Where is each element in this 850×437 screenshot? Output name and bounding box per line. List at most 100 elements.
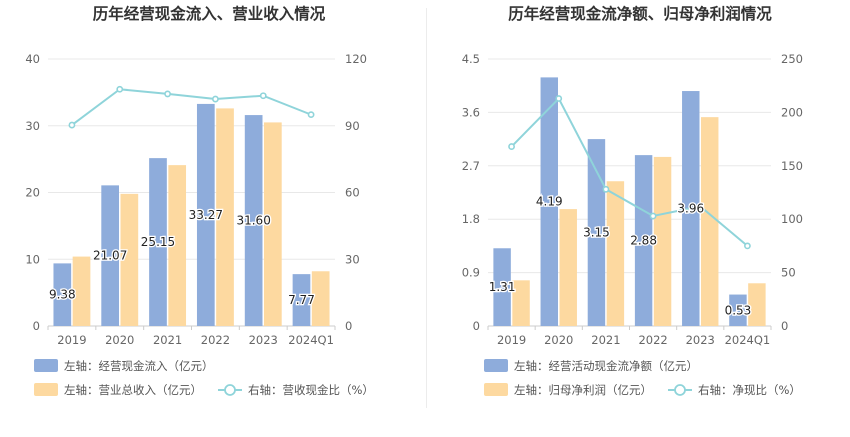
bar-secondary: [120, 193, 139, 326]
legend-swatch-primary: [484, 359, 508, 372]
right-axis-tick-label: 0: [345, 319, 352, 333]
right-axis-tick-label: 250: [781, 52, 803, 66]
x-axis-tick-label: 2022: [638, 333, 667, 347]
x-axis-tick-label: 2020: [544, 333, 573, 347]
bar-data-label: 3.15: [583, 226, 610, 240]
left-axis-tick-label: 2.7: [462, 159, 480, 173]
bar-data-label: 33.27: [189, 208, 223, 222]
right-axis-tick-label: 100: [781, 212, 803, 226]
legend-label: 右轴：营收现金比（%）: [248, 383, 374, 397]
legend-label: 左轴：归母净利润（亿元）: [514, 383, 652, 397]
bar-primary: [101, 185, 119, 326]
bar-primary: [729, 294, 747, 326]
bar-data-label: 3.96: [677, 202, 704, 216]
ratio-point: [508, 143, 515, 150]
ratio-point: [116, 85, 124, 93]
left-axis-tick-label: 30: [25, 119, 40, 133]
bar-primary: [53, 263, 72, 326]
x-axis-tick-label: 2024Q1: [288, 333, 334, 347]
chart-title: 历年经营现金流入、营业收入情况: [93, 4, 326, 23]
bar-data-label: 2.88: [630, 234, 657, 248]
right-axis-tick-label: 150: [781, 159, 803, 173]
ratio-point: [307, 111, 315, 119]
bar-secondary: [701, 117, 719, 326]
legend-swatch-secondary: [484, 383, 508, 396]
x-axis-tick-label: 2021: [591, 333, 620, 347]
bar-primary: [587, 139, 606, 326]
bar-secondary: [512, 280, 530, 326]
ratio-point: [555, 95, 563, 102]
chart-1: [34, 58, 336, 396]
ratio-line: [71, 88, 312, 126]
bar-primary: [149, 158, 167, 326]
left-axis-tick-label: 40: [25, 52, 40, 66]
left-axis-tick-label: 3.6: [462, 105, 480, 119]
right-axis-tick-label: 90: [345, 119, 360, 133]
right-axis-tick-label: 120: [345, 52, 367, 66]
bar-data-label: 25.15: [141, 235, 175, 249]
left-axis-tick-label: 1.8: [462, 212, 480, 226]
left-axis-tick-label: 0: [473, 319, 480, 333]
bar-data-label: 0.53: [725, 303, 752, 317]
x-axis-tick-label: 2023: [249, 333, 278, 347]
left-axis-tick-label: 0.9: [462, 266, 480, 280]
bar-primary: [196, 103, 215, 326]
ratio-point: [164, 90, 171, 98]
x-axis-tick-label: 2020: [105, 333, 134, 347]
right-axis-tick-label: 50: [781, 266, 796, 280]
legend-label: 左轴：营业总收入（亿元）: [64, 383, 202, 397]
bar-data-label: 31.60: [236, 214, 270, 228]
bar-secondary: [748, 283, 766, 326]
legend-line-marker: [224, 384, 236, 396]
panel-divider: [426, 8, 427, 408]
legend-swatch-primary: [34, 359, 58, 372]
bar-data-label: 1.31: [489, 280, 516, 294]
left-axis-tick-label: 4.5: [462, 52, 480, 66]
ratio-point: [212, 95, 219, 103]
bar-secondary: [72, 256, 91, 326]
right-axis-tick-label: 30: [345, 252, 360, 266]
left-axis-tick-label: 10: [25, 252, 40, 266]
bar-data-label: 4.19: [536, 195, 563, 209]
bar-primary: [244, 115, 263, 326]
legend-line-marker: [674, 384, 686, 396]
bar-secondary: [653, 156, 672, 326]
bar-data-label: 9.38: [49, 288, 76, 302]
x-axis-tick-label: 2019: [497, 333, 526, 347]
bar-secondary: [216, 108, 234, 327]
x-axis-tick-label: 2024Q1: [725, 333, 771, 347]
bar-secondary: [264, 122, 282, 326]
left-axis-tick-label: 20: [25, 186, 40, 200]
ratio-point: [744, 242, 751, 250]
bar-primary: [493, 248, 511, 326]
bar-primary: [540, 77, 558, 326]
ratio-line: [510, 96, 749, 247]
bar-data-label: 21.07: [93, 249, 127, 263]
chart-2: [484, 58, 772, 396]
right-axis-tick-label: 60: [345, 186, 360, 200]
ratio-point: [259, 92, 267, 100]
x-axis-tick-label: 2023: [686, 333, 715, 347]
ratio-point: [602, 185, 610, 193]
legend-label: 左轴：经营活动现金流净额（亿元）: [514, 359, 698, 373]
left-axis-tick-label: 0: [33, 319, 40, 333]
bar-primary: [634, 155, 653, 326]
bar-primary: [292, 274, 311, 326]
ratio-point: [696, 202, 704, 210]
x-axis-tick-label: 2019: [57, 333, 86, 347]
x-axis-tick-label: 2022: [201, 333, 230, 347]
bar-data-label: 7.77: [288, 293, 315, 307]
legend-label: 左轴：经营现金流入（亿元）: [64, 359, 214, 373]
legend-label: 右轴：净现比（%）: [698, 383, 801, 397]
legend-swatch-secondary: [34, 383, 58, 396]
bar-secondary: [606, 181, 625, 326]
chart-title: 历年经营现金流净额、归母净利润情况: [508, 4, 772, 23]
bar-secondary: [559, 209, 577, 326]
x-axis-tick-label: 2021: [153, 333, 182, 347]
bar-secondary: [311, 271, 330, 326]
bar-secondary: [168, 165, 187, 326]
ratio-point: [68, 121, 76, 129]
right-axis-tick-label: 200: [781, 105, 803, 119]
ratio-point: [649, 212, 657, 220]
